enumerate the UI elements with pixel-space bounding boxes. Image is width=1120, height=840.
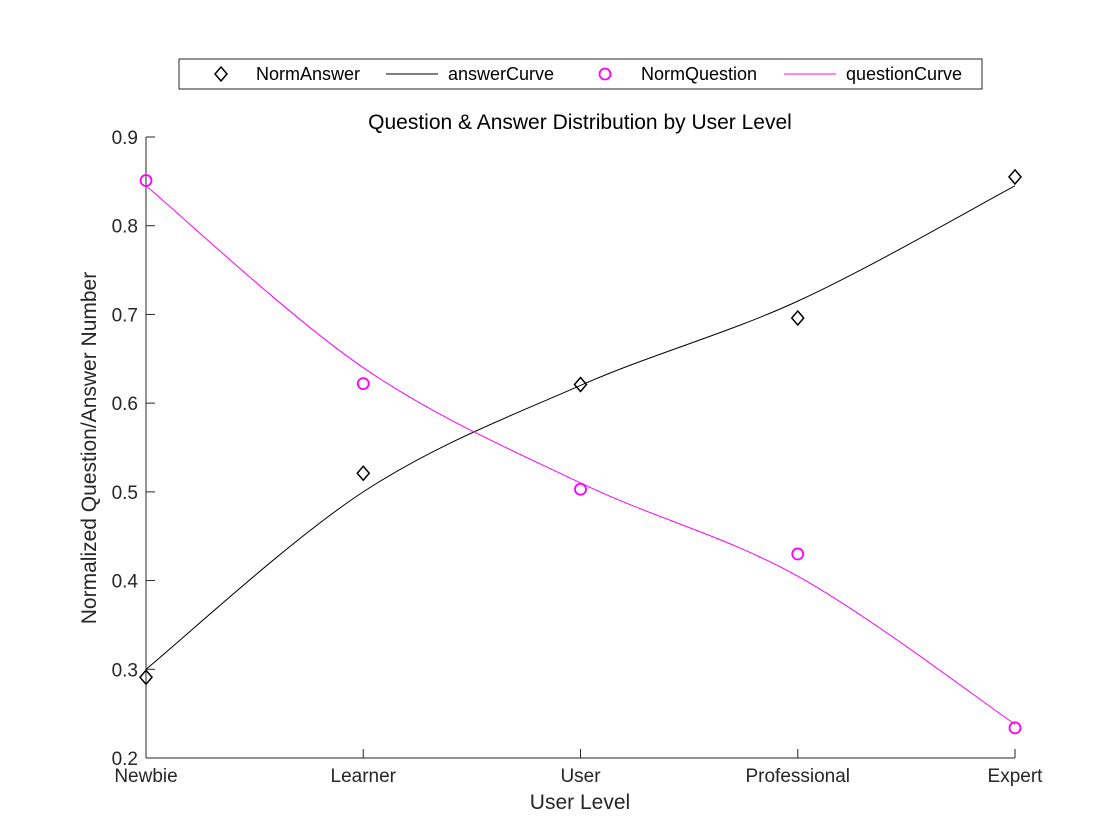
x-tick-label: Professional bbox=[745, 766, 850, 787]
y-axis-title: Normalized Question/Answer Number bbox=[78, 272, 101, 624]
legend-question-curve-label: questionCurve bbox=[846, 64, 962, 84]
series-layer bbox=[139, 168, 1022, 735]
y-tick-label: 0.6 bbox=[112, 394, 138, 415]
y-tick-label: 0.4 bbox=[112, 572, 139, 593]
legend-box bbox=[178, 58, 983, 90]
y-tick-label: 0.2 bbox=[112, 749, 138, 770]
y-tick-label: 0.3 bbox=[112, 660, 138, 681]
series-NormAnswer bbox=[139, 168, 1022, 686]
x-tick-label: User bbox=[560, 766, 601, 787]
x-ticks: Newbie Learner User Professional Expert bbox=[114, 749, 1043, 787]
data-point-diamond bbox=[573, 376, 588, 393]
x-axis-title: User Level bbox=[530, 791, 630, 814]
legend-norm-answer-label: NormAnswer bbox=[256, 64, 360, 84]
chart-title: Question & Answer Distribution by User L… bbox=[368, 111, 792, 134]
curve-line bbox=[145, 185, 1016, 725]
data-point-diamond bbox=[139, 669, 153, 686]
data-point-circle bbox=[574, 482, 587, 496]
x-tick-label: Newbie bbox=[114, 766, 177, 787]
data-point-diamond bbox=[790, 309, 805, 327]
curve-line bbox=[145, 185, 1016, 670]
legend-answer-curve-label: answerCurve bbox=[448, 64, 554, 84]
data-point-diamond bbox=[356, 465, 371, 482]
legend-norm-answer-marker bbox=[214, 65, 228, 83]
legend-norm-question-label: NormQuestion bbox=[641, 64, 757, 84]
data-point-diamond bbox=[1008, 168, 1022, 186]
y-tick-label: 0.8 bbox=[112, 217, 138, 238]
data-point-circle bbox=[791, 547, 805, 561]
series-questionCurve bbox=[145, 185, 1016, 725]
legend: NormAnswer answerCurve NormQuestion ques… bbox=[178, 58, 983, 90]
series-answerCurve bbox=[145, 185, 1016, 670]
data-point-circle bbox=[1008, 721, 1022, 735]
y-tick-label: 0.7 bbox=[112, 305, 138, 326]
y-ticks: 0.2 0.3 0.4 0.5 0.6 0.7 0.8 0.9 bbox=[112, 128, 155, 770]
series-NormQuestion bbox=[139, 174, 1022, 735]
y-tick-label: 0.9 bbox=[112, 128, 138, 149]
axes bbox=[145, 137, 1015, 759]
y-tick-label: 0.5 bbox=[112, 483, 138, 504]
legend-norm-question-marker bbox=[598, 67, 612, 81]
x-tick-label: Expert bbox=[988, 766, 1044, 787]
x-tick-label: Learner bbox=[331, 766, 397, 787]
data-point-circle bbox=[356, 377, 370, 391]
